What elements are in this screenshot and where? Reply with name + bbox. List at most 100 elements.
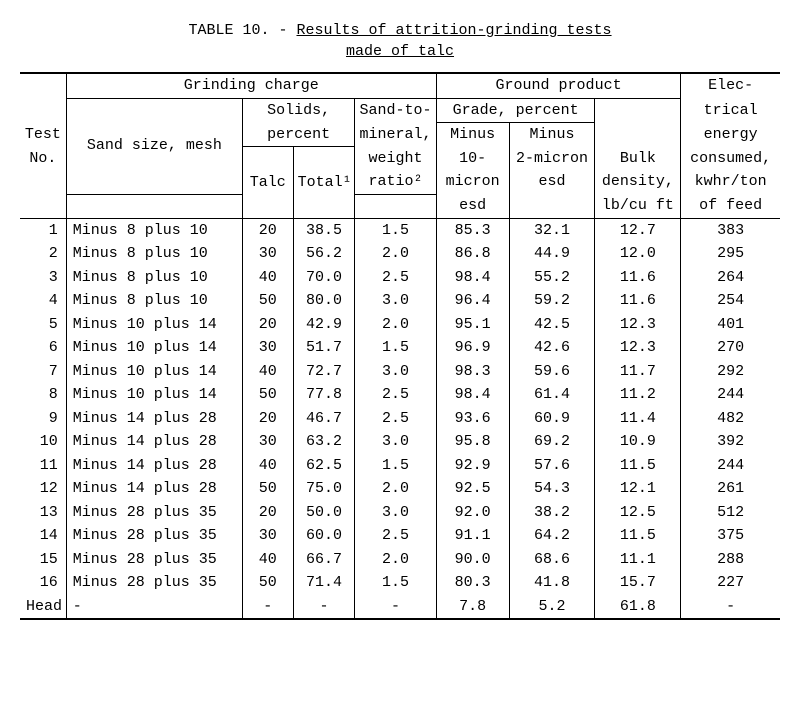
cell-ratio: - bbox=[355, 595, 437, 620]
cell-ratio: 3.0 bbox=[355, 501, 437, 525]
cell-total: 70.0 bbox=[293, 266, 355, 290]
cell-total: 66.7 bbox=[293, 548, 355, 572]
table-row: 9Minus 14 plus 282046.72.593.660.911.448… bbox=[20, 407, 780, 431]
cell-ratio: 2.0 bbox=[355, 313, 437, 337]
cell-test-no: 5 bbox=[20, 313, 66, 337]
table-row: 4Minus 8 plus 105080.03.096.459.211.6254 bbox=[20, 289, 780, 313]
table-header: Grinding charge Ground product Elec- San… bbox=[20, 73, 780, 218]
cell-bulk: 11.6 bbox=[595, 266, 681, 290]
table-row: 16Minus 28 plus 355071.41.580.341.815.72… bbox=[20, 571, 780, 595]
cell-total: 62.5 bbox=[293, 454, 355, 478]
hdr-talc: Talc bbox=[242, 147, 293, 219]
cell-minus10: 92.5 bbox=[436, 477, 509, 501]
table-body: 1Minus 8 plus 102038.51.585.332.112.7383… bbox=[20, 218, 780, 619]
hdr-m10-1: 10- bbox=[436, 147, 509, 171]
cell-test-no: 9 bbox=[20, 407, 66, 431]
cell-ratio: 3.0 bbox=[355, 430, 437, 454]
cell-minus10: 90.0 bbox=[436, 548, 509, 572]
cell-energy: 264 bbox=[681, 266, 780, 290]
cell-minus10: 86.8 bbox=[436, 242, 509, 266]
hdr-total: Total¹ bbox=[293, 147, 355, 219]
cell-minus2: 5.2 bbox=[509, 595, 595, 620]
cell-bulk: 12.0 bbox=[595, 242, 681, 266]
hdr-m2-1: 2-micron bbox=[509, 147, 595, 171]
cell-talc: 40 bbox=[242, 454, 293, 478]
cell-total: 46.7 bbox=[293, 407, 355, 431]
cell-test-no: 10 bbox=[20, 430, 66, 454]
cell-test-no: 11 bbox=[20, 454, 66, 478]
table-row: 7Minus 10 plus 144072.73.098.359.611.729… bbox=[20, 360, 780, 384]
cell-bulk: 11.2 bbox=[595, 383, 681, 407]
cell-minus10: 85.3 bbox=[436, 218, 509, 242]
cell-minus2: 44.9 bbox=[509, 242, 595, 266]
table-row: 3Minus 8 plus 104070.02.598.455.211.6264 bbox=[20, 266, 780, 290]
cell-minus2: 60.9 bbox=[509, 407, 595, 431]
cell-energy: 227 bbox=[681, 571, 780, 595]
cell-bulk: 11.1 bbox=[595, 548, 681, 572]
cell-energy: 244 bbox=[681, 383, 780, 407]
cell-minus2: 55.2 bbox=[509, 266, 595, 290]
hdr-m10-2: micron bbox=[436, 170, 509, 194]
hdr-elec-0: Elec- bbox=[681, 73, 780, 98]
cell-energy: 292 bbox=[681, 360, 780, 384]
cell-total: 38.5 bbox=[293, 218, 355, 242]
cell-bulk: 12.7 bbox=[595, 218, 681, 242]
cell-bulk: 11.7 bbox=[595, 360, 681, 384]
cell-sand-size: Minus 8 plus 10 bbox=[66, 289, 242, 313]
cell-minus2: 32.1 bbox=[509, 218, 595, 242]
cell-test-no: 12 bbox=[20, 477, 66, 501]
cell-minus10: 96.9 bbox=[436, 336, 509, 360]
cell-ratio: 2.0 bbox=[355, 477, 437, 501]
cell-test-no: 2 bbox=[20, 242, 66, 266]
cell-minus2: 69.2 bbox=[509, 430, 595, 454]
cell-minus10: 98.3 bbox=[436, 360, 509, 384]
cell-total: 75.0 bbox=[293, 477, 355, 501]
cell-minus2: 42.5 bbox=[509, 313, 595, 337]
cell-minus10: 95.8 bbox=[436, 430, 509, 454]
cell-energy: 261 bbox=[681, 477, 780, 501]
cell-total: 51.7 bbox=[293, 336, 355, 360]
table-row: 14Minus 28 plus 353060.02.591.164.211.53… bbox=[20, 524, 780, 548]
cell-minus2: 64.2 bbox=[509, 524, 595, 548]
cell-bulk: 12.5 bbox=[595, 501, 681, 525]
cell-sand-size: Minus 10 plus 14 bbox=[66, 360, 242, 384]
cell-total: 63.2 bbox=[293, 430, 355, 454]
cell-test-no: 8 bbox=[20, 383, 66, 407]
hdr-test-0: Test bbox=[20, 123, 66, 147]
cell-minus2: 68.6 bbox=[509, 548, 595, 572]
cell-talc: 30 bbox=[242, 524, 293, 548]
cell-test-no: 6 bbox=[20, 336, 66, 360]
cell-minus2: 54.3 bbox=[509, 477, 595, 501]
cell-sand-size: Minus 28 plus 35 bbox=[66, 571, 242, 595]
cell-sand-size: Minus 8 plus 10 bbox=[66, 242, 242, 266]
cell-total: 50.0 bbox=[293, 501, 355, 525]
cell-bulk: 12.3 bbox=[595, 336, 681, 360]
cell-ratio: 3.0 bbox=[355, 289, 437, 313]
hdr-grade: Grade, percent bbox=[436, 98, 595, 123]
cell-sand-size: - bbox=[66, 595, 242, 620]
cell-energy: 401 bbox=[681, 313, 780, 337]
cell-bulk: 12.1 bbox=[595, 477, 681, 501]
cell-ratio: 2.5 bbox=[355, 407, 437, 431]
cell-energy: 482 bbox=[681, 407, 780, 431]
cell-minus10: 91.1 bbox=[436, 524, 509, 548]
cell-minus2: 59.2 bbox=[509, 289, 595, 313]
cell-sand-size: Minus 28 plus 35 bbox=[66, 548, 242, 572]
cell-test-no: 1 bbox=[20, 218, 66, 242]
cell-sand-size: Minus 8 plus 10 bbox=[66, 218, 242, 242]
cell-talc: 50 bbox=[242, 477, 293, 501]
hdr-m10-0: Minus bbox=[436, 123, 509, 147]
cell-talc: 20 bbox=[242, 407, 293, 431]
cell-sand-size: Minus 10 plus 14 bbox=[66, 383, 242, 407]
cell-test-no: 14 bbox=[20, 524, 66, 548]
caption-line2: made of talc bbox=[346, 43, 454, 60]
cell-ratio: 2.5 bbox=[355, 383, 437, 407]
cell-bulk: 10.9 bbox=[595, 430, 681, 454]
cell-total: - bbox=[293, 595, 355, 620]
cell-minus2: 57.6 bbox=[509, 454, 595, 478]
cell-energy: 270 bbox=[681, 336, 780, 360]
cell-talc: 20 bbox=[242, 313, 293, 337]
cell-talc: 20 bbox=[242, 218, 293, 242]
cell-sand-size: Minus 14 plus 28 bbox=[66, 477, 242, 501]
cell-minus10: 95.1 bbox=[436, 313, 509, 337]
